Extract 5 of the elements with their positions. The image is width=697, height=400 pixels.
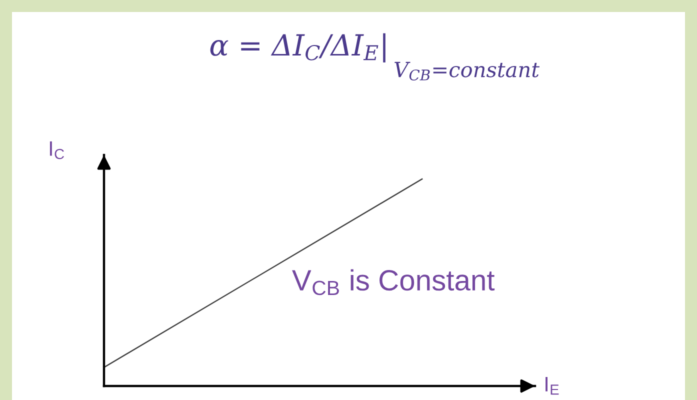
annotation: V$_{CB}$ is Constant: [292, 269, 495, 296]
chart-subtitle: V$_{CB}$=constant: [394, 62, 540, 81]
x-axis-title: I$_{E}$: [546, 377, 559, 395]
y-axis-title: I$_{C}$: [50, 141, 64, 160]
chart-title: α = ΔI$_{C}$/ΔI$_{E}$|: [210, 33, 386, 62]
